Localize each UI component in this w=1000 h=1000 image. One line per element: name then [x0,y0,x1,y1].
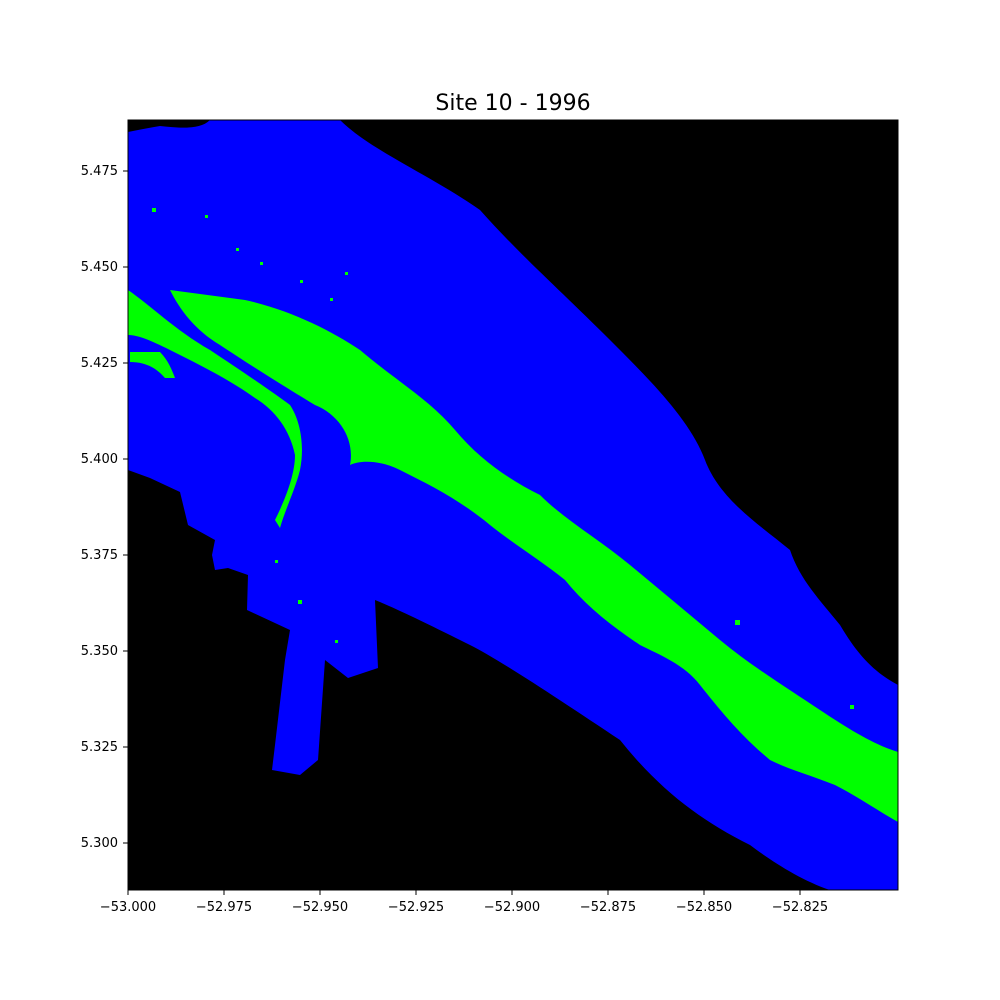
x-tick-label: −52.875 [580,900,636,915]
x-tick-label: −52.850 [676,900,732,915]
vegetation-west-flat [128,290,302,528]
land-notch-top [128,120,210,132]
y-tick-label: 5.400 [81,452,118,467]
map-title: Site 10 - 1996 [435,91,591,116]
axes-frame [127,119,899,891]
x-tick-label: −53.000 [100,900,156,915]
y-tick-label: 5.425 [81,356,118,371]
y-axis: 5.475 5.450 5.425 5.400 5.375 5.350 5.32… [81,164,128,851]
vegetation-river-fringe [130,352,175,378]
map-raster [128,120,898,890]
x-tick-label: −52.950 [292,900,348,915]
y-tick-label: 5.475 [81,164,118,179]
y-tick-label: 5.300 [81,836,118,851]
vegetation-specks [152,208,854,709]
x-tick-label: −52.825 [772,900,828,915]
x-tick-label: −52.925 [388,900,444,915]
x-axis: −53.000 −52.975 −52.950 −52.925 −52.900 … [100,890,828,915]
x-tick-label: −52.900 [484,900,540,915]
y-tick-label: 5.350 [81,644,118,659]
y-tick-label: 5.375 [81,548,118,563]
vegetation-main-belt [170,290,898,822]
y-tick-label: 5.325 [81,740,118,755]
y-tick-label: 5.450 [81,260,118,275]
x-tick-label: −52.975 [196,900,252,915]
